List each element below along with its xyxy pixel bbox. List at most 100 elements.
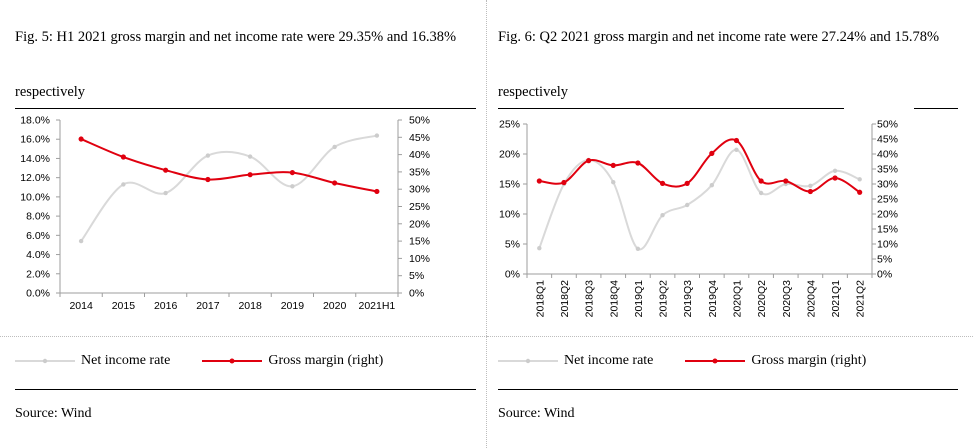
left-tick-label: 0.0% (26, 288, 50, 300)
net-income-rate-point (290, 184, 295, 189)
net-income-rate-point (247, 154, 253, 159)
legend: Net income rate Gross margin (right) (15, 350, 415, 372)
left-tick-label: 15% (499, 179, 520, 191)
divider (0, 336, 487, 337)
x-tick-label: 2020Q2 (756, 280, 768, 318)
source-rule (498, 389, 958, 390)
title-rule-end (914, 108, 958, 109)
legend-item-net-income-rate: Net income rate (15, 353, 170, 369)
left-tick-label: 18.0% (20, 115, 50, 127)
figure-title: Fig. 6: Q2 2021 gross margin and net inc… (498, 29, 940, 100)
gross-margin-point (205, 176, 211, 183)
left-tick-label: 8.0% (26, 211, 50, 223)
x-tick-label: 2020 (323, 300, 347, 312)
x-tick-label: 2017 (196, 300, 220, 312)
right-tick-label: 5% (877, 254, 892, 266)
right-tick-label: 20% (409, 218, 430, 230)
net-income-rate-point (537, 246, 542, 251)
left-tick-label: 10.0% (20, 191, 50, 203)
net-income-rate-point (635, 246, 641, 251)
left-tick-label: 25% (499, 119, 520, 131)
gross-margin-point (857, 189, 863, 195)
gross-margin-point (536, 178, 542, 184)
net-income-rate-point (121, 182, 126, 187)
gross-margin-point (163, 167, 169, 173)
legend-label: Net income rate (564, 353, 654, 368)
figure-title: Fig. 5: H1 2021 gross margin and net inc… (15, 29, 457, 100)
net-income-rate-point (374, 133, 380, 138)
source-rule (15, 389, 476, 390)
right-tick-label: 15% (877, 224, 898, 236)
left-tick-label: 12.0% (20, 172, 50, 184)
gross-margin-point (561, 179, 567, 186)
left-tick-label: 14.0% (20, 153, 50, 165)
net-income-rate-point (611, 180, 616, 185)
net-income-rate-point (205, 153, 211, 158)
legend-label: Gross margin (right) (268, 353, 384, 368)
gross-margin-point (332, 180, 338, 186)
left-tick-label: 20% (499, 149, 520, 161)
x-tick-label: 2021Q1 (830, 280, 842, 318)
legend-item-gross-margin: Gross margin (right) (685, 353, 866, 369)
right-tick-label: 10% (409, 253, 430, 265)
x-tick-label: 2021H1 (358, 300, 395, 312)
right-tick-label: 45% (409, 132, 430, 144)
left-tick-label: 0% (505, 269, 520, 281)
x-tick-label: 2019 (281, 300, 305, 312)
gross-margin-point (758, 178, 764, 184)
panel-separator (486, 0, 487, 448)
gross-margin-point (684, 180, 690, 186)
legend-item-gross-margin: Gross margin (right) (202, 353, 383, 369)
gross-margin-point (807, 188, 813, 195)
net-income-rate-point (163, 190, 168, 196)
net-income-rate-line (80, 134, 378, 242)
gross-margin-point (586, 158, 592, 164)
gross-margin-point (120, 154, 126, 160)
divider (487, 336, 973, 337)
source-note: Source: Wind (498, 406, 575, 421)
x-tick-label: 2014 (69, 300, 93, 312)
gross-margin-point (733, 137, 740, 144)
figure-5-panel: Fig. 5: H1 2021 gross margin and net inc… (0, 29, 487, 421)
gross-margin-point (635, 160, 641, 166)
legend-swatch-gross (202, 358, 263, 364)
x-tick-label: 2019Q1 (633, 280, 645, 318)
gross-margin-point (709, 150, 715, 156)
right-tick-label: 25% (409, 201, 430, 213)
net-income-rate-line (538, 148, 861, 251)
gross-margin-point (783, 178, 789, 184)
right-tick-label: 10% (877, 239, 898, 251)
x-tick-label: 2018 (238, 300, 262, 312)
x-tick-label: 2019Q2 (658, 280, 670, 318)
net-income-rate-point (808, 183, 813, 188)
left-tick-label: 5% (505, 239, 520, 251)
net-income-rate-point (857, 177, 862, 182)
net-income-rate-point (709, 183, 715, 188)
x-tick-label: 2020Q4 (805, 280, 817, 318)
x-tick-label: 2020Q1 (731, 280, 743, 318)
right-tick-label: 30% (409, 184, 430, 196)
net-income-rate-point (332, 144, 337, 150)
title-rule (498, 108, 844, 109)
left-tick-label: 2.0% (26, 268, 50, 280)
right-tick-label: 20% (877, 209, 898, 221)
x-tick-label: 2020Q3 (781, 280, 793, 318)
gross-margin-point (374, 188, 380, 195)
right-tick-label: 0% (409, 288, 424, 300)
net-income-rate-point (684, 202, 690, 208)
right-tick-label: 40% (409, 149, 430, 161)
title-rule (15, 108, 476, 109)
gross-margin-line (80, 138, 378, 193)
right-tick-label: 50% (877, 119, 898, 131)
gross-margin-point (659, 180, 666, 186)
legend-swatch-net (15, 358, 75, 364)
right-tick-label: 45% (877, 134, 898, 146)
legend-label: Net income rate (81, 353, 171, 368)
right-tick-label: 30% (877, 179, 898, 191)
line-chart: 0% 5% 10% 15% 20% 25% 0% 5% 10% 15% 20% 25% 30% 35% 40… (499, 119, 898, 318)
net-income-rate-point (758, 190, 764, 196)
legend-swatch-net (498, 358, 558, 364)
gross-margin-point (832, 175, 838, 181)
line-chart: 0.0% 2.0% 4.0% 6.0% 8.0% 10.0% 12.0% 14.0% 16.0%… (20, 115, 430, 313)
legend-item-net-income-rate: Net income rate (498, 353, 653, 369)
